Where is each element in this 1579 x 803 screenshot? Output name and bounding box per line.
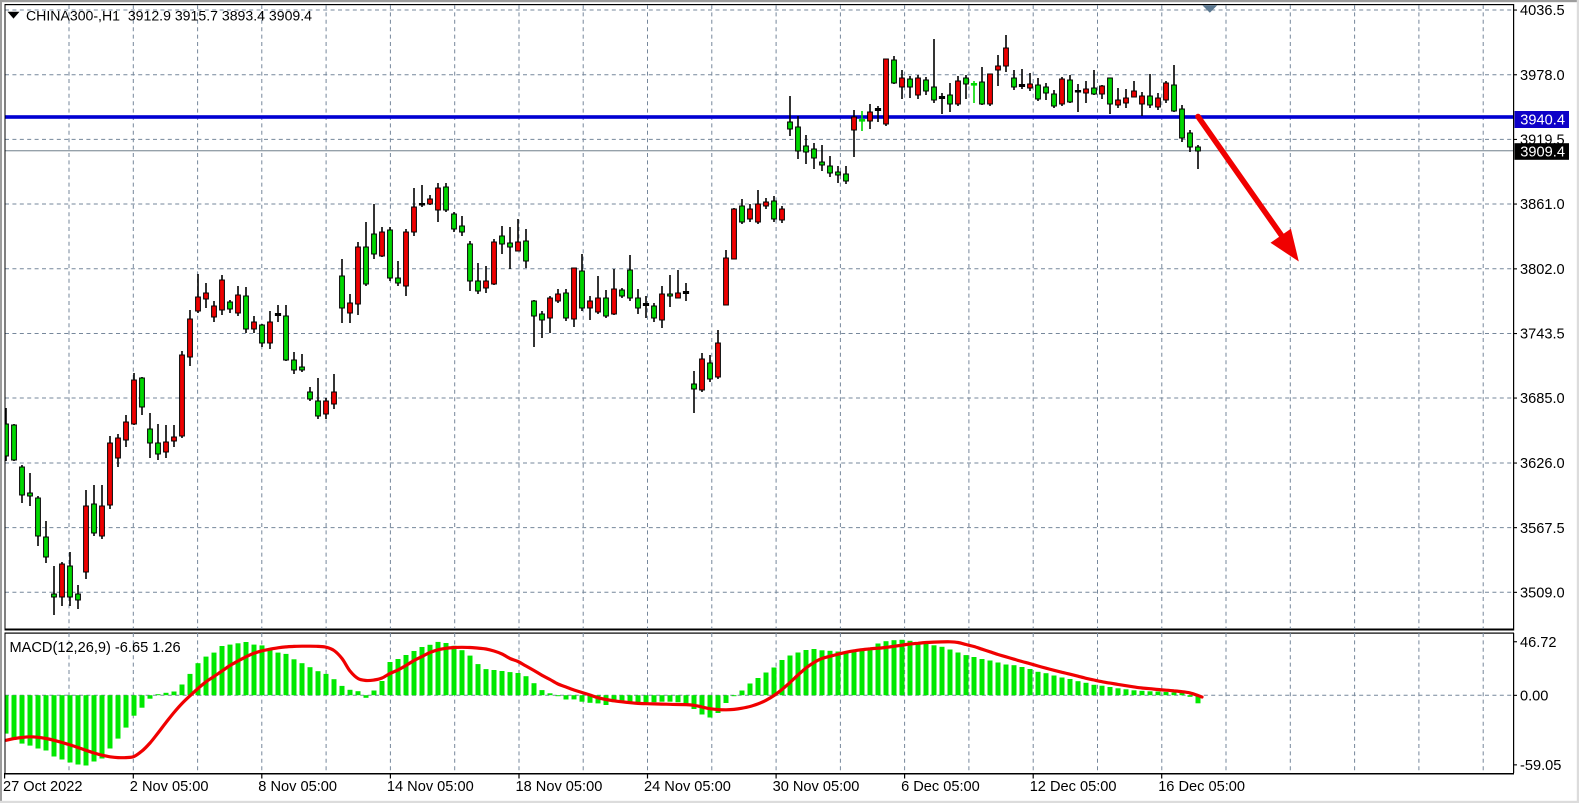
svg-text:30 Nov 05:00: 30 Nov 05:00	[773, 779, 860, 795]
svg-text:3685.0: 3685.0	[1520, 391, 1565, 407]
svg-text:-59.05: -59.05	[1520, 758, 1561, 774]
svg-text:3802.0: 3802.0	[1520, 262, 1565, 278]
svg-text:46.72: 46.72	[1520, 635, 1557, 651]
svg-text:3909.4: 3909.4	[1520, 144, 1565, 160]
svg-text:CHINA300-,H1 3912.9 3915.7 38: CHINA300-,H1 3912.9 3915.7 3893.4 3909.4	[26, 8, 312, 24]
svg-text:MACD(12,26,9) -6.65 1.26: MACD(12,26,9) -6.65 1.26	[10, 640, 181, 656]
svg-text:4036.5: 4036.5	[1520, 3, 1565, 19]
svg-text:3978.0: 3978.0	[1520, 68, 1565, 84]
svg-text:0.00: 0.00	[1520, 689, 1548, 705]
svg-text:14 Nov 05:00: 14 Nov 05:00	[387, 779, 474, 795]
svg-text:27 Oct 2022: 27 Oct 2022	[3, 779, 83, 795]
svg-text:3940.4: 3940.4	[1520, 112, 1565, 128]
svg-text:3509.0: 3509.0	[1520, 586, 1565, 602]
svg-text:2 Nov 05:00: 2 Nov 05:00	[130, 779, 209, 795]
svg-text:8 Nov 05:00: 8 Nov 05:00	[258, 779, 337, 795]
svg-text:3626.0: 3626.0	[1520, 456, 1565, 472]
svg-text:16 Dec 05:00: 16 Dec 05:00	[1158, 779, 1245, 795]
svg-text:24 Nov 05:00: 24 Nov 05:00	[644, 779, 731, 795]
svg-text:3743.5: 3743.5	[1520, 327, 1565, 343]
svg-text:18 Nov 05:00: 18 Nov 05:00	[516, 779, 603, 795]
svg-text:3567.5: 3567.5	[1520, 521, 1565, 537]
svg-text:12 Dec 05:00: 12 Dec 05:00	[1030, 779, 1117, 795]
svg-text:6 Dec 05:00: 6 Dec 05:00	[901, 779, 980, 795]
svg-text:3861.0: 3861.0	[1520, 197, 1565, 213]
